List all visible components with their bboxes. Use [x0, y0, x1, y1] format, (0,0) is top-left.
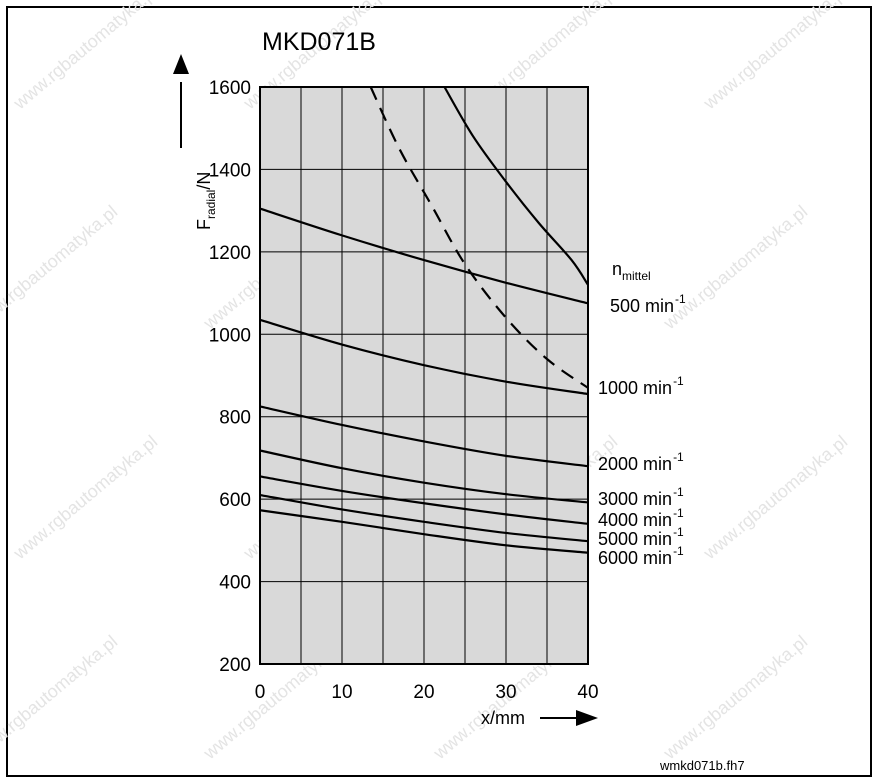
x-axis-label: x/mm: [481, 708, 525, 728]
watermark-text: www.rgbautomatyka.pl: [659, 631, 811, 763]
series-line: [259, 509, 589, 554]
y-axis-arrowhead: [173, 54, 189, 74]
x-tick-labels: 0 10 20 30 40: [255, 682, 599, 703]
series-label-text: 6000 min: [598, 548, 677, 568]
svg-text:Fradial/N: Fradial/N: [194, 172, 218, 230]
y-tick-label: 1200: [209, 243, 251, 264]
watermark-text: www.rgbautomatyka.pl: [699, 0, 851, 114]
series-label-text: 500 min: [610, 296, 679, 316]
series-label-text: 5000 min: [598, 529, 677, 549]
watermark-text: www.rgbautomatyka.pl: [9, 431, 161, 563]
y-tick-label: 600: [219, 490, 251, 511]
series-label: 5000 min -1: [598, 525, 684, 549]
x-tick-label: 20: [413, 682, 434, 703]
legend-header-sub: mittel: [622, 269, 651, 283]
y-axis-label: Fradial/N: [194, 172, 218, 230]
series-label: 6000 min -1: [598, 544, 684, 568]
series-label-exponent: -1: [673, 525, 684, 539]
y-tick-label: 400: [219, 573, 251, 594]
series-label-exponent: -1: [673, 374, 684, 388]
series-label: 1000 min -1: [598, 374, 684, 398]
series-label-exponent: -1: [673, 506, 684, 520]
series-line: [259, 318, 589, 396]
series-label-exponent: -1: [675, 292, 686, 306]
series-line: [259, 475, 589, 525]
legend-header: nmittel: [612, 259, 651, 283]
series-label-exponent: -1: [673, 485, 684, 499]
watermark-text: www.rgbautomatyka.pl: [659, 201, 811, 333]
series-label-text: 3000 min: [598, 489, 677, 509]
watermark-text: www.rgbautomatyka.pl: [699, 431, 851, 563]
x-tick-label: 0: [255, 682, 266, 703]
series-line: [259, 405, 589, 468]
series-label-text: 1000 min: [598, 378, 677, 398]
y-label-unit: /N: [194, 172, 214, 190]
x-tick-label: 30: [495, 682, 516, 703]
x-axis-arrowhead: [576, 710, 598, 726]
series-label: 500 min -1: [610, 292, 686, 316]
series-label-text: 2000 min: [598, 454, 677, 474]
watermark-text: www.rgbautomatyka.pl: [0, 631, 121, 763]
watermark-text: www.rgbautomatyka.pl: [0, 201, 121, 333]
series-label-exponent: -1: [673, 450, 684, 464]
y-label-sub: radial: [204, 190, 218, 219]
x-tick-label: 40: [577, 682, 598, 703]
series-layer: [259, 86, 589, 554]
series-line: [259, 493, 589, 543]
series-line: [259, 207, 589, 305]
series-line: [259, 449, 589, 504]
y-label-main: F: [194, 219, 214, 230]
series-label-text: 4000 min: [598, 510, 677, 530]
legend-header-main: n: [612, 259, 622, 279]
series-label: 4000 min -1: [598, 506, 684, 530]
plot-border: [259, 86, 589, 665]
dashed-limit-line: [369, 86, 589, 389]
y-tick-label: 1000: [209, 325, 251, 346]
series-label-exponent: -1: [673, 544, 684, 558]
series-label: 3000 min -1: [598, 485, 684, 509]
y-tick-labels: 200 400 600 800 1000 1200 1400 1600: [209, 78, 251, 676]
chart-title: MKD071B: [262, 28, 376, 56]
footer-filename: wmkd071b.fh7: [659, 758, 745, 773]
series-label: 2000 min -1: [598, 450, 684, 474]
x-tick-label: 10: [331, 682, 352, 703]
series-line: [443, 86, 589, 286]
watermark-text: www.rgbautomatyka.pl: [9, 0, 161, 114]
y-tick-label: 200: [219, 655, 251, 676]
y-tick-label: 1400: [209, 160, 251, 181]
y-tick-label: 800: [219, 408, 251, 429]
y-tick-label: 1600: [209, 78, 251, 99]
figure-frame: [6, 6, 872, 777]
